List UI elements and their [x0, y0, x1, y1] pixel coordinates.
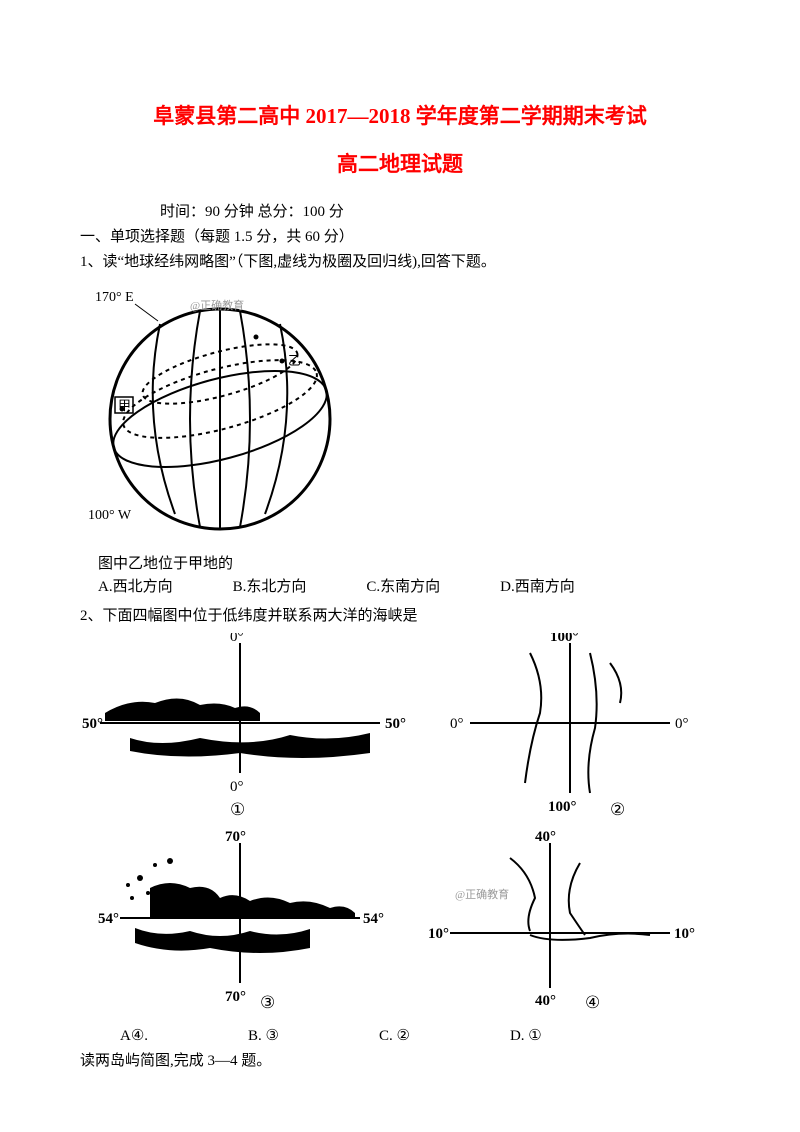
svg-text:0°: 0°	[230, 779, 244, 795]
svg-text:10°: 10°	[428, 926, 449, 942]
question-1-sub: 图中乙地位于甲地的	[80, 552, 720, 573]
svg-text:100°: 100°	[550, 633, 579, 645]
question-1-text: 1、读“地球经纬网略图”（下图,虚线为极圈及回归线),回答下题。	[80, 250, 720, 271]
exam-title-sub: 高二地理试题	[80, 148, 720, 178]
svg-text:40°: 40°	[535, 829, 556, 845]
question-3-4-intro: 读两岛屿简图,完成 3—4 题。	[80, 1049, 720, 1070]
exam-title-main: 阜蒙县第二高中 2017—2018 学年度第二学期期末考试	[80, 100, 720, 130]
section-1-heading: 一、单项选择题（每题 1.5 分，共 60 分）	[80, 225, 720, 246]
label-yi: 乙	[288, 353, 301, 368]
svg-text:0°: 0°	[675, 716, 689, 732]
option-c: C. ②	[379, 1026, 410, 1045]
svg-text:50°: 50°	[82, 716, 103, 732]
svg-text:40°: 40°	[535, 993, 556, 1009]
option-d: D.西南方向	[500, 575, 575, 596]
option-a: A.西北方向	[98, 575, 173, 596]
option-c: C.东南方向	[366, 575, 440, 596]
svg-text:50°: 50°	[385, 716, 406, 732]
question-2-text: 2、下面四幅图中位于低纬度并联系两大洋的海峡是	[80, 604, 720, 625]
option-b: B. ③	[248, 1026, 279, 1045]
svg-text:②: ②	[610, 800, 625, 819]
question-2-figure: 0° 50° 50° 0° ① 100° 0° 0° 100° ②	[80, 633, 720, 1018]
exam-meta: 时间：90 分钟 总分：100 分	[80, 200, 720, 221]
question-2-options: A④. B. ③ C. ② D. ①	[80, 1026, 720, 1045]
label-170e: 170° E	[95, 290, 134, 305]
label-100w: 100° W	[88, 508, 132, 523]
svg-text:①: ①	[230, 800, 245, 819]
watermark-icon: @正确教育	[455, 887, 509, 901]
svg-text:③: ③	[260, 993, 275, 1012]
svg-text:10°: 10°	[674, 926, 695, 942]
label-jia: 甲	[118, 398, 131, 413]
question-1-figure: 170° E 100° W 甲 乙 @正确教育	[80, 279, 720, 544]
svg-text:54°: 54°	[98, 911, 119, 927]
svg-text:54°: 54°	[363, 911, 384, 927]
svg-text:0°: 0°	[230, 633, 244, 645]
option-d: D. ①	[510, 1026, 542, 1045]
svg-text:100°: 100°	[548, 799, 577, 815]
svg-text:④: ④	[585, 993, 600, 1012]
question-1-options: A.西北方向 B.东北方向 C.东南方向 D.西南方向	[80, 575, 720, 596]
svg-text:0°: 0°	[450, 716, 464, 732]
watermark-icon: @正确教育	[190, 298, 244, 312]
svg-text:70°: 70°	[225, 989, 246, 1005]
option-a: A④.	[120, 1026, 148, 1045]
svg-text:70°: 70°	[225, 829, 246, 845]
option-b: B.东北方向	[233, 575, 307, 596]
